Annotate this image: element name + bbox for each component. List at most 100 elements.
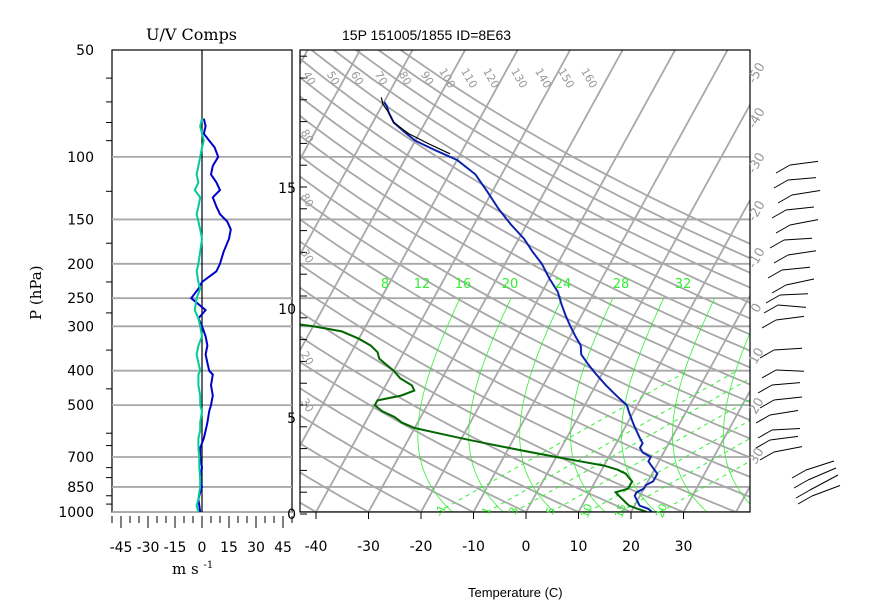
mixing-ratio-label: 10 [578,502,595,520]
upper-temperature-profile [380,97,451,155]
skewt-panel-title: 15P 151005/1855 ID=8E63 [342,27,512,43]
isotherm-label: 20 [746,395,767,417]
skewt-isotherm [0,50,45,512]
dry-adiabat-label: 150 [555,66,577,91]
height-km-tick-label: 5 [287,411,296,427]
wind-barb [783,237,813,241]
skewt-dry-adiabat [300,471,369,512]
dry-adiabat-label: 70 [372,69,390,88]
wind-barb [773,347,803,351]
skewt-isotherm [300,50,309,66]
pressure-tick-label: 1000 [58,505,94,521]
isotherm-label: 80 [298,127,316,146]
skewt-plot-frame [299,49,751,513]
wind-barb-flag [755,439,771,449]
skewt-dry-adiabat [300,286,737,512]
wind-axis-label: m s -1 [172,560,213,578]
skewt-dry-adiabat [333,50,750,289]
skewt-dry-adiabat [300,57,750,320]
skewt-dry-adiabat [300,387,527,512]
wind-barb-flag [797,495,813,505]
wind-barb [805,460,835,471]
v-wind-line [193,118,205,513]
wind-barb [787,250,817,256]
skewt-dry-adiabat [400,50,750,245]
pressure-tick-label: 500 [67,398,94,414]
height-km-tick-label: 0 [287,507,296,523]
wind-barb [773,446,803,453]
temperature-tick-label: -10 [462,539,485,555]
mixing-ratio-label: 3 [506,505,521,516]
isotherm-label: 80 [298,191,316,210]
wind-barb-flag [773,254,789,264]
moist-adiabat-line [417,298,461,512]
isotherm-label: -40 [745,105,769,131]
pressure-tick-label: 200 [67,257,94,273]
wind-barb [811,485,841,497]
wind-barb [787,177,817,181]
skewt-isotherm [300,50,414,257]
wind-barb-flag [771,284,787,294]
skewt-dry-adiabat [300,442,422,512]
uv-x-tick-label: -15 [164,540,187,556]
isotherm-label: 30 [746,445,767,467]
mixing-ratio-label: 20 [653,502,670,520]
skewt-isotherm [682,389,750,512]
wind-barb-flag [759,451,775,461]
wind-barb [771,428,801,431]
skewt-isotherm [300,50,361,162]
height-km-tick-label: 10 [278,302,296,318]
pressure-tick-label: 700 [67,450,94,466]
isotherm-label: 30 [298,396,316,415]
wind-axis-unit-exponent: -1 [203,560,214,571]
skewt-dry-adiabat [300,134,750,386]
moist-adiabat-line [672,298,716,512]
skewt-dry-adiabat [300,218,750,459]
wind-barb [773,396,803,401]
pressure-tick-label: 50 [76,43,94,59]
wind-barb-flag [775,164,791,174]
skewt-isotherm [630,293,750,512]
isotherm-label: -10 [745,245,769,271]
pressure-tick-label: 850 [67,480,94,496]
temperature-profile-outline [383,101,658,512]
moist-adiabat-line [519,298,563,512]
wind-barb [779,293,809,296]
mixing-ratio-line [550,398,750,512]
skewt-isotherm [420,50,676,512]
skewt-dry-adiabat [300,360,579,512]
pressure-tick-label: 400 [67,364,94,380]
skewt-isotherm [300,50,519,448]
skewt-dry-adiabat [300,335,632,512]
isotherm-label: 0 [748,301,765,316]
wind-barb-flag [765,294,781,304]
temperature-tick-label: 20 [622,539,640,555]
skewt-dry-adiabat [310,50,750,304]
uv-x-tick-label: 15 [220,540,238,556]
pressure-tick-label: 300 [67,319,94,335]
skewt-isotherm [0,50,98,512]
uv-x-tick-label: -30 [137,540,160,556]
wind-barb-flag [759,399,775,409]
wind-barb-flag [773,179,789,189]
wind-barb [771,382,801,386]
skewt-dry-adiabat [300,95,750,352]
moist-adiabat-label: 20 [502,277,519,292]
mixing-ratio-line [659,460,750,512]
skewt-dry-adiabat [300,196,750,440]
wind-barb-flag [763,304,779,314]
temperature-tick-label: 30 [675,539,693,555]
skewt-isotherm [1,50,255,512]
temperature-tick-label: -20 [410,539,433,555]
wind-barb [789,219,819,226]
moist-adiabat-label: 24 [555,277,572,292]
wind-barb-flag [777,194,793,204]
wind-barb-flag [759,349,775,359]
isotherm-label: -50 [745,60,769,86]
mixing-ratio-line [619,437,750,512]
wind-barb [785,206,815,211]
wind-barb [807,467,837,481]
pressure-tick-label: 100 [67,150,94,166]
wind-barb [775,315,805,321]
